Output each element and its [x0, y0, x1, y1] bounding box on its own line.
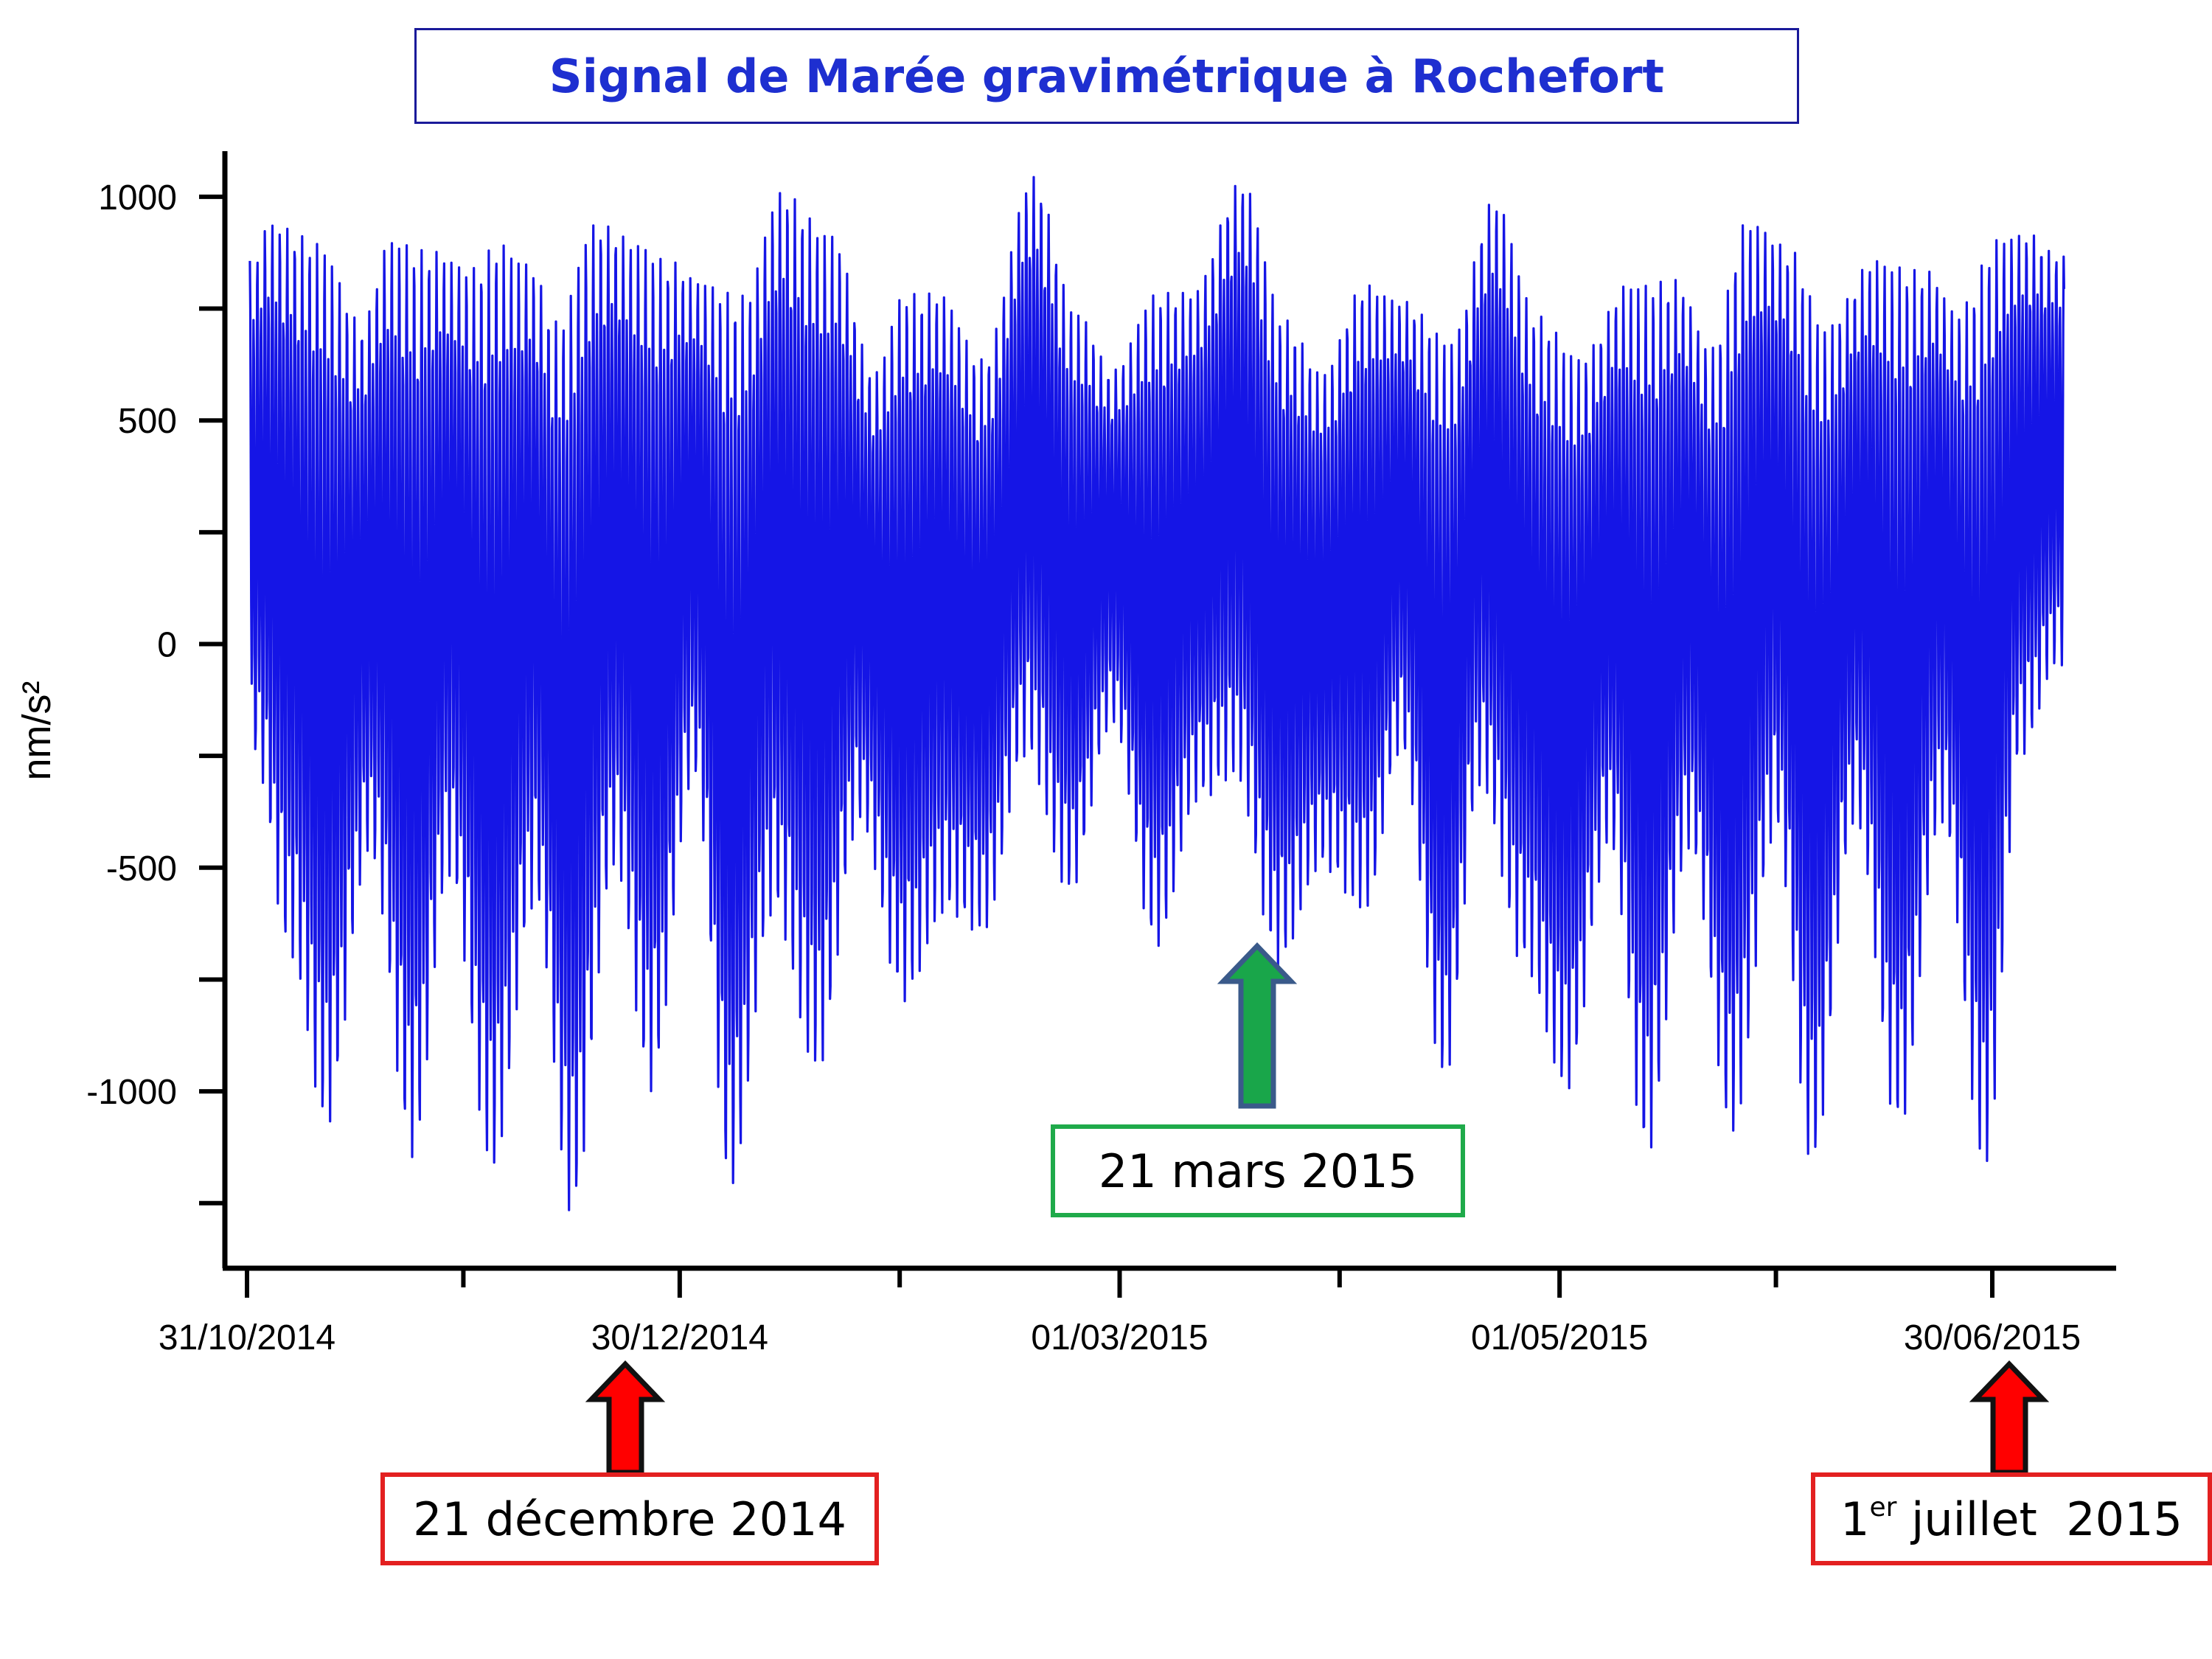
signal-line: [248, 175, 2065, 1211]
y-tick-label: 500: [118, 402, 177, 441]
arrow-summer-solstice-icon: [1969, 1360, 2050, 1475]
y-tick-label: -500: [106, 849, 177, 888]
annotation-winter-solstice: 21 décembre 2014: [380, 1472, 879, 1565]
arrow-equinox-icon: [1217, 942, 1298, 1109]
annotation-summer-prefix: 1: [1840, 1492, 1870, 1546]
annotation-summer-solstice: 1er juillet 2015: [1811, 1472, 2212, 1565]
annotation-summer-solstice-label: 1er juillet 2015: [1840, 1492, 2183, 1546]
annotation-summer-superscript: er: [1869, 1492, 1897, 1523]
x-tick-label: 30/06/2015: [1904, 1318, 2081, 1357]
arrow-winter-solstice-icon: [585, 1360, 666, 1475]
chart-title: Signal de Marée gravimétrique à Rochefor…: [414, 28, 1799, 124]
annotation-equinox: 21 mars 2015: [1051, 1124, 1465, 1217]
y-axis-label: nm/s²: [15, 681, 59, 781]
annotation-winter-solstice-label: 21 décembre 2014: [413, 1492, 846, 1546]
x-tick-label: 30/12/2014: [591, 1318, 768, 1357]
y-tick-label: 1000: [98, 178, 177, 218]
x-tick-label: 01/03/2015: [1031, 1318, 1208, 1357]
y-tick-label: -1000: [86, 1073, 177, 1112]
x-tick-label: 01/05/2015: [1471, 1318, 1648, 1357]
annotation-equinox-label: 21 mars 2015: [1098, 1144, 1418, 1198]
y-tick-label: 0: [157, 626, 177, 665]
x-tick-label: 31/10/2014: [159, 1318, 335, 1357]
annotation-summer-text: juillet 2015: [1896, 1492, 2183, 1546]
